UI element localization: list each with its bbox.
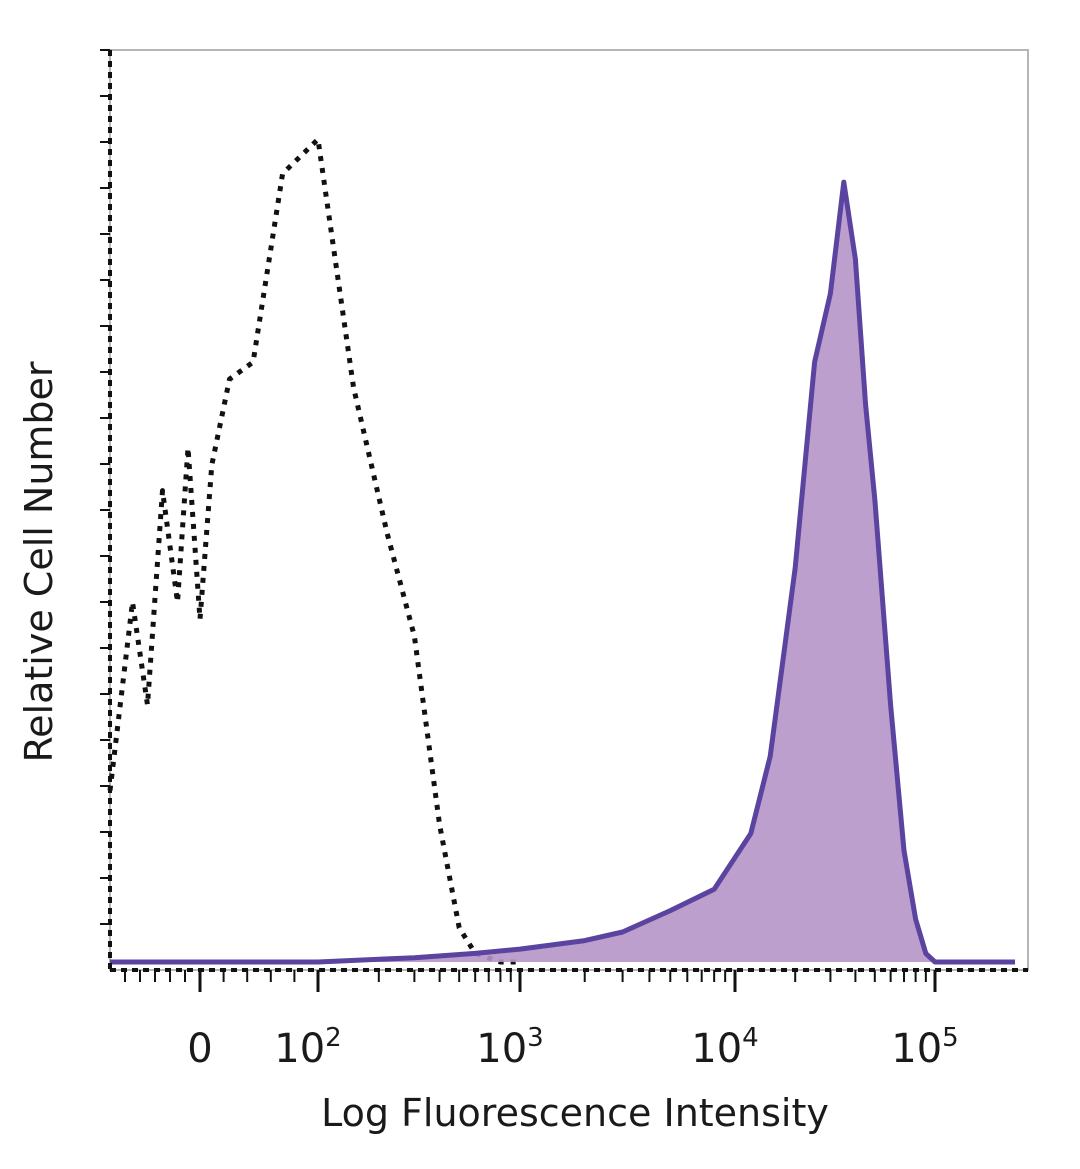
x-tick-label-0: 0 — [187, 1026, 212, 1072]
x-axis-title: Log Fluorescence Intensity — [321, 1091, 829, 1135]
series-1-fill — [110, 182, 1015, 963]
x-tick-label-4: 105 — [891, 1023, 958, 1072]
y-axis-title: Relative Cell Number — [17, 361, 61, 762]
series-0-line — [107, 136, 520, 965]
series-1-line — [110, 179, 1015, 965]
x-tick-label-1: 102 — [274, 1023, 341, 1072]
x-tick-label-3: 104 — [691, 1023, 758, 1072]
x-tick-label-2: 103 — [476, 1023, 543, 1072]
